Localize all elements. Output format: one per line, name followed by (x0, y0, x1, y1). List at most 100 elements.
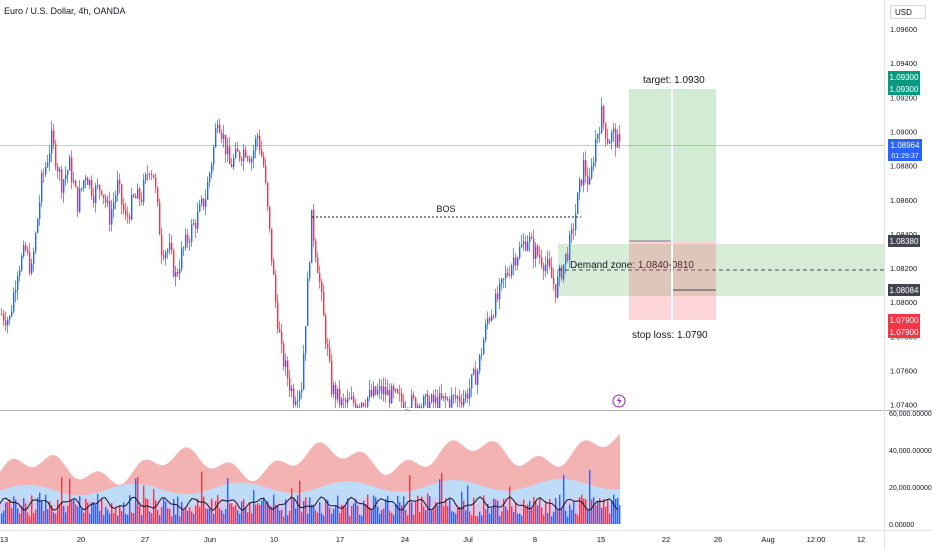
volume-bar (213, 514, 215, 524)
volume-bar (383, 508, 385, 524)
candle-body (391, 386, 393, 404)
candle-body (285, 360, 287, 367)
candle-body (205, 199, 207, 207)
candle-body (547, 259, 549, 266)
price-tick-label: 1.08600 (890, 196, 917, 205)
volume-bar (269, 505, 271, 524)
volume-bar (351, 505, 353, 524)
volume-bar (129, 495, 131, 524)
volume-bar (41, 500, 43, 524)
volume-bar (353, 503, 355, 524)
volume-bar (283, 516, 285, 524)
volume-bar (575, 513, 577, 524)
volume-bar (321, 513, 323, 524)
volume-bar (155, 500, 157, 524)
candle-body (21, 255, 23, 271)
candle-body (595, 139, 597, 163)
candle-body (113, 202, 115, 210)
volume-bar (553, 511, 555, 524)
candle-body (537, 246, 539, 256)
candle-body (45, 166, 47, 175)
volume-bar (473, 497, 475, 524)
volume-tick-label: 40,000.00000 (889, 448, 932, 455)
candle-body (233, 157, 235, 167)
time-tick-label: 13 (0, 535, 8, 544)
volume-bar (491, 507, 493, 524)
volume-bar (183, 509, 185, 524)
candle-body (119, 180, 121, 185)
volume-bar (307, 513, 309, 524)
volume-bar (387, 495, 389, 524)
volume-bar (143, 485, 145, 524)
volume-bar (277, 505, 279, 524)
candle-body (325, 315, 327, 344)
candle-body (505, 272, 507, 279)
candle-body (65, 175, 67, 180)
candle-body (443, 396, 445, 399)
volume-bar (243, 499, 245, 524)
candle-body (423, 396, 425, 408)
volume-bar (253, 490, 255, 524)
candle-body (587, 175, 589, 185)
candle-body (483, 339, 485, 355)
volume-bar (11, 508, 13, 524)
time-tick-label: 8 (533, 535, 537, 544)
volume-bar (311, 504, 313, 524)
price-tick-label: 1.07400 (890, 401, 917, 410)
candle-body (493, 316, 495, 317)
volume-bar (31, 495, 33, 524)
volume-bar (133, 513, 135, 524)
volume-bar (545, 500, 547, 524)
volume-bar (301, 512, 303, 524)
volume-bar (589, 469, 591, 524)
currency-selector[interactable]: USD (890, 5, 926, 19)
candle-body (175, 271, 177, 277)
event-flash-icon[interactable] (612, 394, 626, 408)
candle-body (457, 396, 459, 399)
candle-body (449, 399, 451, 408)
volume-bar (127, 514, 129, 524)
candle-body (441, 393, 443, 399)
volume-bar (315, 510, 317, 524)
candle-body (405, 409, 407, 411)
volume-bar (275, 504, 277, 524)
candle-body (115, 195, 117, 203)
candle-body (451, 395, 453, 408)
volume-bar (113, 513, 115, 524)
volume-bar (561, 508, 563, 524)
candle-body (327, 343, 329, 349)
volume-bar (215, 501, 217, 524)
candle-body (419, 405, 421, 408)
candle-body (5, 320, 7, 326)
volume-bar (375, 497, 377, 524)
volume-bar (469, 511, 471, 524)
volume-bar (67, 505, 69, 524)
volume-bar (53, 512, 55, 524)
volume-bar (591, 499, 593, 524)
candle-body (579, 179, 581, 193)
candle-body (255, 138, 257, 151)
volume-bar (485, 509, 487, 524)
volume-bar (523, 499, 525, 524)
volume-bar (399, 502, 401, 524)
candle-body (461, 401, 463, 406)
volume-axis[interactable]: 60,000.00000 40,000.00000 20,000.00000 0.00… (889, 411, 932, 529)
volume-bar (159, 515, 161, 524)
candle-body (221, 132, 223, 139)
volume-bar (537, 505, 539, 524)
volume-bar (435, 502, 437, 524)
candle-body (469, 388, 471, 399)
candle-body (83, 180, 85, 188)
candle-body (67, 170, 69, 176)
volume-bar (535, 500, 537, 524)
candle-body (313, 210, 315, 241)
time-tick-label: 22 (662, 535, 670, 544)
volume-bar (615, 498, 617, 524)
volume-bar (441, 472, 443, 524)
volume-bar (293, 499, 295, 524)
time-axis[interactable]: 13 20 27 Jun 10 17 24 Jul 8 15 22 26 Aug 12:00 12 (0, 535, 865, 544)
candle-body (535, 246, 537, 260)
volume-bar (377, 506, 379, 524)
candle-body (565, 253, 567, 265)
